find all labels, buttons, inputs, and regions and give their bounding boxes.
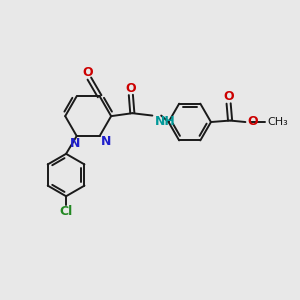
Text: O: O	[82, 66, 93, 79]
Text: NH: NH	[154, 115, 175, 128]
Text: CH₃: CH₃	[268, 117, 289, 127]
Text: O: O	[223, 91, 234, 103]
Text: N: N	[70, 137, 80, 150]
Text: N: N	[101, 135, 111, 148]
Text: Cl: Cl	[59, 205, 73, 218]
Text: O: O	[248, 115, 258, 128]
Text: O: O	[125, 82, 136, 95]
